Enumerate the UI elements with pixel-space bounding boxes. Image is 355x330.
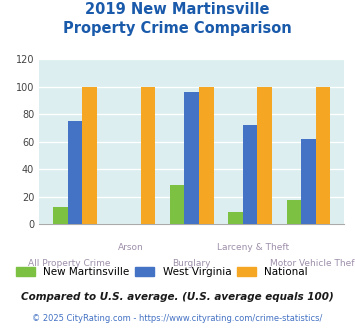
Bar: [170, 184, 184, 224]
Text: Motor Vehicle Theft: Motor Vehicle Theft: [270, 259, 355, 268]
Bar: [316, 87, 331, 224]
Bar: [53, 207, 67, 224]
Text: © 2025 CityRating.com - https://www.cityrating.com/crime-statistics/: © 2025 CityRating.com - https://www.city…: [32, 314, 323, 323]
Bar: [228, 212, 243, 224]
Bar: [82, 87, 97, 224]
Text: Larceny & Theft: Larceny & Theft: [217, 243, 289, 251]
Bar: [184, 92, 199, 224]
Bar: [243, 125, 257, 224]
Text: All Property Crime: All Property Crime: [28, 259, 111, 268]
Legend: New Martinsville, West Virginia, National: New Martinsville, West Virginia, Nationa…: [16, 267, 308, 277]
Text: 2019 New Martinsville: 2019 New Martinsville: [85, 2, 270, 16]
Bar: [257, 87, 272, 224]
Text: Compared to U.S. average. (U.S. average equals 100): Compared to U.S. average. (U.S. average …: [21, 292, 334, 302]
Bar: [286, 200, 301, 224]
Bar: [67, 121, 82, 224]
Text: Burglary: Burglary: [173, 259, 211, 268]
Text: Arson: Arson: [118, 243, 143, 251]
Text: Property Crime Comparison: Property Crime Comparison: [63, 21, 292, 36]
Bar: [199, 87, 214, 224]
Bar: [301, 139, 316, 224]
Bar: [141, 87, 155, 224]
